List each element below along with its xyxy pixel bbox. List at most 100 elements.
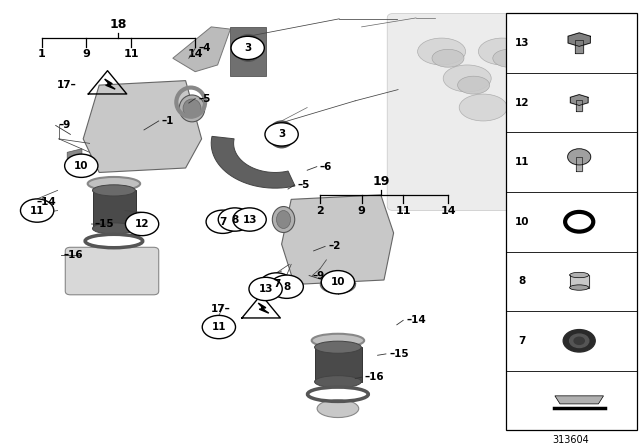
Text: 12: 12	[135, 219, 149, 229]
Ellipse shape	[570, 272, 589, 278]
Text: 313604: 313604	[552, 435, 589, 445]
Polygon shape	[282, 195, 394, 284]
FancyBboxPatch shape	[65, 247, 159, 295]
Text: 7: 7	[219, 217, 227, 227]
Ellipse shape	[479, 38, 527, 65]
Circle shape	[125, 212, 159, 236]
Ellipse shape	[493, 49, 525, 67]
Circle shape	[321, 271, 355, 294]
Text: –14: –14	[406, 315, 426, 325]
Text: 17–: 17–	[57, 80, 77, 90]
Text: 10: 10	[515, 217, 529, 227]
Text: 13: 13	[259, 284, 273, 294]
Ellipse shape	[432, 49, 464, 67]
Text: 10: 10	[74, 161, 88, 171]
Text: 11: 11	[30, 206, 44, 215]
Ellipse shape	[92, 223, 136, 234]
Text: –1: –1	[162, 116, 174, 126]
Text: 8: 8	[231, 215, 239, 224]
Text: 3: 3	[244, 43, 252, 53]
Text: 7: 7	[273, 280, 280, 289]
Text: –9: –9	[59, 121, 71, 130]
Text: –9: –9	[312, 271, 324, 280]
Ellipse shape	[321, 276, 356, 293]
Text: –5: –5	[298, 180, 310, 190]
Polygon shape	[93, 190, 136, 228]
Bar	[576, 157, 582, 171]
Ellipse shape	[458, 76, 490, 94]
FancyBboxPatch shape	[387, 13, 560, 211]
Text: –15: –15	[95, 219, 115, 229]
Text: 17–: 17–	[211, 304, 230, 314]
Text: –15: –15	[389, 349, 409, 359]
Text: –5: –5	[198, 94, 211, 103]
Circle shape	[231, 36, 264, 60]
Polygon shape	[568, 33, 590, 46]
Polygon shape	[173, 27, 230, 72]
Polygon shape	[555, 396, 604, 404]
Bar	[575, 39, 583, 53]
Ellipse shape	[240, 39, 257, 57]
Circle shape	[563, 330, 595, 352]
Text: –16: –16	[64, 250, 84, 260]
Ellipse shape	[443, 65, 492, 92]
Text: –14: –14	[36, 197, 56, 207]
Text: 13: 13	[515, 38, 529, 48]
FancyBboxPatch shape	[506, 13, 637, 430]
Ellipse shape	[92, 185, 136, 196]
Ellipse shape	[273, 125, 290, 143]
Text: –4: –4	[198, 43, 211, 53]
Ellipse shape	[179, 95, 205, 122]
Text: 9: 9	[83, 49, 90, 59]
Text: 18: 18	[109, 18, 127, 31]
Ellipse shape	[312, 334, 364, 347]
Ellipse shape	[507, 65, 555, 92]
Circle shape	[265, 123, 298, 146]
Text: 3: 3	[278, 129, 285, 139]
Text: 13: 13	[243, 215, 257, 224]
Text: 8: 8	[283, 282, 291, 292]
Polygon shape	[83, 81, 202, 172]
Ellipse shape	[570, 285, 589, 290]
Bar	[570, 275, 589, 288]
Ellipse shape	[460, 94, 507, 121]
Ellipse shape	[317, 400, 359, 418]
Text: 8: 8	[518, 276, 525, 286]
Circle shape	[218, 208, 252, 231]
Text: 7: 7	[518, 336, 525, 346]
Text: 10: 10	[331, 277, 345, 287]
Text: 12: 12	[515, 98, 529, 108]
Text: 11: 11	[212, 322, 226, 332]
Bar	[576, 100, 582, 111]
Circle shape	[65, 154, 98, 177]
Text: –2: –2	[328, 241, 340, 251]
Text: –16: –16	[365, 372, 385, 382]
Polygon shape	[315, 347, 362, 382]
Circle shape	[574, 337, 584, 345]
Polygon shape	[259, 303, 269, 313]
Text: 2: 2	[316, 206, 324, 215]
Polygon shape	[105, 79, 115, 89]
Ellipse shape	[88, 177, 140, 190]
Circle shape	[249, 277, 282, 301]
Text: 9: 9	[358, 206, 365, 215]
Text: 1: 1	[38, 49, 45, 59]
Circle shape	[270, 275, 303, 298]
Ellipse shape	[183, 99, 201, 118]
Circle shape	[233, 208, 266, 231]
Text: 14: 14	[188, 49, 203, 59]
Text: 11: 11	[396, 206, 411, 215]
Text: 19: 19	[372, 175, 390, 188]
Polygon shape	[67, 149, 82, 159]
Circle shape	[570, 334, 589, 348]
Circle shape	[20, 199, 54, 222]
Circle shape	[206, 210, 239, 233]
Circle shape	[260, 273, 293, 296]
Polygon shape	[570, 95, 588, 105]
Ellipse shape	[417, 38, 466, 65]
Ellipse shape	[273, 207, 295, 233]
Text: 11: 11	[124, 49, 139, 59]
Ellipse shape	[314, 341, 362, 353]
Text: 14: 14	[440, 206, 456, 215]
Polygon shape	[211, 136, 295, 188]
